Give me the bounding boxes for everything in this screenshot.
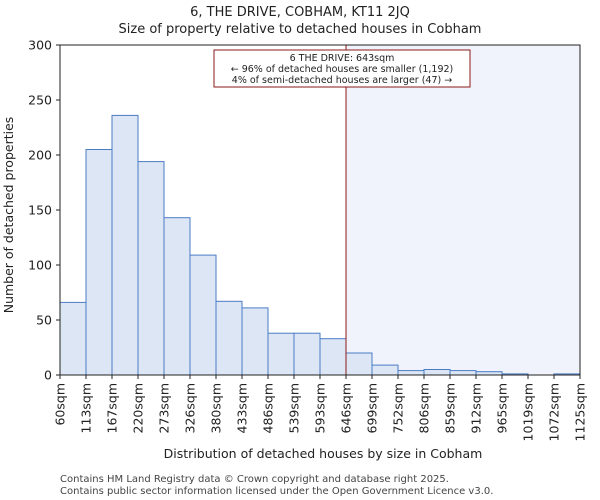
x-tick-label: 806sqm [417,383,432,433]
x-tick-label: 1072sqm [547,383,562,441]
x-tick-label: 965sqm [495,383,510,433]
y-tick-label: 50 [36,313,52,328]
y-axis-ticks: 0 50 100 150 200 250 300 [28,38,60,383]
x-tick-label: 273sqm [157,383,172,433]
bar-60sqm [59,301,87,376]
y-tick-label: 150 [28,203,52,218]
bar-699sqm [371,364,399,376]
footer-line-2: Contains public sector information licen… [60,486,493,497]
x-tick-label: 220sqm [131,383,146,433]
bar-539sqm [293,332,321,376]
bar-646sqm [345,352,373,376]
x-tick-label: 433sqm [235,383,250,433]
annotation-frame [213,49,471,88]
bar-380sqm [215,300,243,376]
x-tick-label: 167sqm [105,383,120,433]
annotation-line-1: 6 THE DRIVE: 643sqm [290,53,395,64]
x-tick-label: 912sqm [469,383,484,433]
bar-113sqm [85,149,113,376]
x-tick-label: 380sqm [209,383,224,433]
x-tick-label: 752sqm [391,383,406,433]
x-tick-label: 113sqm [79,383,94,433]
x-tick-label: 593sqm [313,383,328,433]
chart-subtitle: Size of property relative to detached ho… [119,22,482,37]
x-axis-ticks: 60sqm 113sqm 167sqm 220sqm 273sqm 326sqm 380sq… [53,375,588,441]
bar-273sqm [163,217,191,376]
bar-859sqm [449,370,477,376]
x-tick-label: 326sqm [183,383,198,433]
x-tick-label: 1125sqm [573,383,588,441]
bar-433sqm [241,307,269,376]
bar-752sqm [397,370,425,376]
x-tick-label: 859sqm [443,383,458,433]
bar-326sqm [189,254,217,376]
bar-593sqm [319,338,347,376]
footer-line-1: Contains HM Land Registry data © Crown c… [60,474,449,485]
x-tick-label: 699sqm [365,383,380,433]
annotation-line-3: 4% of semi-detached houses are larger (4… [232,75,452,86]
x-tick-label: 1019sqm [521,383,536,441]
annotation-box: 6 THE DRIVE: 643sqm ← 96% of detached ho… [213,49,471,88]
y-tick-label: 200 [28,148,52,163]
x-axis-label: Distribution of detached houses by size … [164,446,483,461]
y-tick-label: 0 [44,368,52,383]
bar-486sqm [267,332,295,376]
bar-167sqm [111,114,139,376]
chart-title: 6, THE DRIVE, COBHAM, KT11 2JQ [190,5,410,20]
x-tick-label: 486sqm [261,383,276,433]
y-tick-label: 100 [28,258,52,273]
x-tick-label: 646sqm [339,383,354,433]
x-tick-label: 539sqm [287,383,302,433]
y-tick-label: 300 [28,38,52,53]
y-tick-label: 250 [28,93,52,108]
x-tick-label: 60sqm [53,383,68,426]
bar-806sqm [423,369,451,376]
bars-group [59,114,581,376]
y-axis-label: Number of detached properties [1,117,16,314]
highlight-region [346,45,580,375]
bar-220sqm [137,161,165,376]
annotation-line-2: ← 96% of detached houses are smaller (1,… [231,64,454,75]
